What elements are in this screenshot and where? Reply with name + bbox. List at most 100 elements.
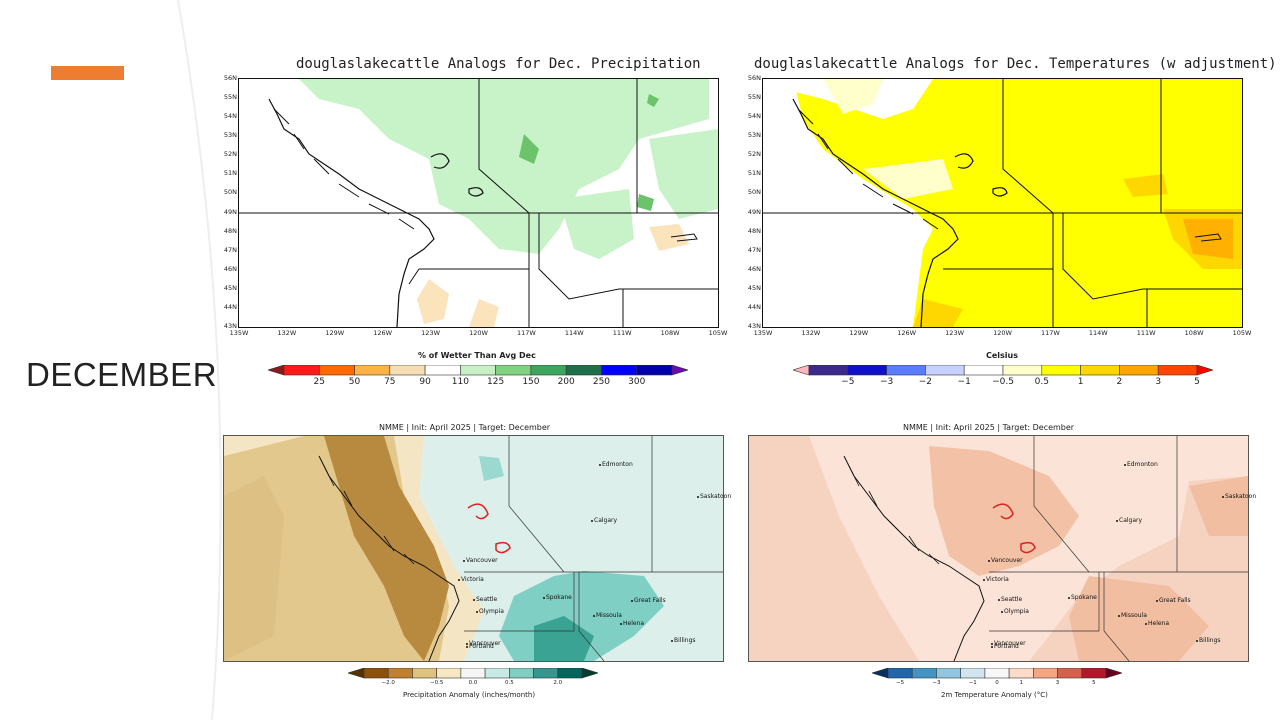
analog-temp-lon-label: 114W <box>1088 329 1108 337</box>
analog-temp-lat-label: 50N <box>747 188 761 197</box>
analog-temp-lat-label: 47N <box>747 245 761 254</box>
analog-precip-cb-tick: 25 <box>313 377 325 387</box>
nmme-precip-cb-tick: 2.0 <box>553 680 563 686</box>
analog-precip-cb-tick: 125 <box>487 377 505 387</box>
analog-precip-cb-swatch <box>354 365 391 376</box>
analog-precip-cb-swatch <box>495 365 532 376</box>
analog-precip-colorbar <box>268 365 688 376</box>
analog-temp-lat-label: 45N <box>747 283 761 292</box>
analog-precip-lat-label: 44N <box>223 302 237 311</box>
analog-precip-cb-swatch <box>283 365 320 376</box>
analog-precip-cb-swatch <box>389 365 426 376</box>
nmme-precip-cb-swatch <box>460 668 486 679</box>
nmme-temp-city-label: Portland <box>991 643 1019 650</box>
analog-precip-lon-label: 108W <box>660 329 680 337</box>
nmme-precip-city-label: Edmonton <box>599 461 633 468</box>
analog-temp-colorbar <box>793 365 1213 376</box>
nmme-temp-city-label: Calgary <box>1116 517 1142 524</box>
nmme-precip-city-label: Saskatoon <box>697 493 731 500</box>
analog-precip-lon-label: 120W <box>469 329 488 337</box>
analog-temp-cb-swatch <box>1119 365 1159 376</box>
analog-temp-cb-tick: 1 <box>1077 377 1084 387</box>
analog-temp-lon-label: 120W <box>993 329 1012 337</box>
analog-temp-cb-tick: 0.5 <box>1034 377 1049 387</box>
analog-temp-cb-swatch <box>1157 365 1198 376</box>
analog-precip-cb-high-end <box>671 365 688 376</box>
nmme-temp-city-label: Helena <box>1145 620 1169 627</box>
analog-temp-lon-label: 129W <box>849 329 869 337</box>
nmme-temp-city-label: Missoula <box>1118 612 1147 619</box>
analog-precip-lat-label: 54N <box>223 112 237 121</box>
analog-temp-cb-swatch <box>1041 365 1081 376</box>
analog-precip-lon-label: 126W <box>373 329 393 337</box>
nmme-temp-cb-swatch <box>887 668 913 679</box>
analog-temp-lat-label: 48N <box>747 226 761 235</box>
analog-precip-lat-label: 51N <box>223 169 237 178</box>
nmme-temp-colorbar <box>872 668 1122 679</box>
analog-temp-cb-tick: 5 <box>1194 377 1200 387</box>
nmme-precip-city-label: Spokane <box>543 594 572 601</box>
analog-temp-cb-low-end <box>793 365 810 376</box>
analog-precip-cb-swatch <box>460 365 496 376</box>
analog-precip-lat-label: 47N <box>223 245 237 254</box>
nmme-precip-city-label: Great Falls <box>631 597 666 604</box>
nmme-temp-city-label: Saskatoon <box>1222 493 1256 500</box>
analog-precip-lon-label: 114W <box>564 329 584 337</box>
nmme-precip-title: NMME | Init: April 2025 | Target: Decemb… <box>379 423 551 432</box>
month-label: DECEMBER <box>26 356 218 393</box>
nmme-temp-cb-tick: −1 <box>968 680 977 686</box>
analog-precip-cb-tick: 75 <box>384 377 396 387</box>
analog-temp-lon-label: 111W <box>1136 329 1156 337</box>
analog-precip-cb-tick: 50 <box>348 377 361 387</box>
analog-precip-map <box>238 78 719 328</box>
analog-temp-lon-label: 117W <box>1040 329 1060 337</box>
analog-temp-cb-swatch <box>925 365 965 376</box>
nmme-temp-cb-tick: 1 <box>1019 680 1023 686</box>
analog-temp-lon-label: 132W <box>801 329 821 337</box>
analog-precip-cb-tick: 110 <box>451 377 469 387</box>
nmme-precip-cb-swatch <box>533 668 559 679</box>
nmme-precip-cb-tick: 0.0 <box>468 680 478 686</box>
analog-precip-lon-label: 129W <box>325 329 345 337</box>
nmme-precip-city-label: Missoula <box>593 612 622 619</box>
analog-temp-lon-label: 135W <box>753 329 773 337</box>
nmme-precip-city-label: Billings <box>671 637 696 644</box>
analog-precip-map-svg <box>239 79 718 327</box>
analog-precip-lon-label: 135W <box>229 329 249 337</box>
analog-precip-lon-label: 132W <box>277 329 297 337</box>
nmme-temp-city-label: Victoria <box>983 576 1009 583</box>
nmme-temp-title: NMME | Init: April 2025 | Target: Decemb… <box>903 423 1075 432</box>
nmme-precip-cb-swatch <box>387 668 413 679</box>
nmme-precip-cb-tick: 0.5 <box>504 680 514 686</box>
nmme-temp-cb-swatch <box>960 668 986 679</box>
analog-temp-lat-label: 53N <box>747 131 761 140</box>
nmme-temp-city-label: Edmonton <box>1124 461 1158 468</box>
nmme-precip-colorbar <box>348 668 598 679</box>
analog-precip-title: douglaslakecattle Analogs for Dec. Preci… <box>296 56 701 72</box>
analog-temp-lat-label: 44N <box>747 302 761 311</box>
nmme-precip-cb-swatch <box>509 668 534 679</box>
analog-precip-cb-swatch <box>565 365 602 376</box>
nmme-precip-cb-title: Precipitation Anomaly (inches/month) <box>403 691 536 699</box>
nmme-precip-city-label: Victoria <box>458 576 484 583</box>
analog-temp-lon-label: 126W <box>897 329 917 337</box>
analog-precip-lat-label: 45N <box>223 283 237 292</box>
analog-temp-lat-label: 46N <box>747 264 761 273</box>
analog-temp-cb-high-end <box>1196 365 1213 376</box>
analog-temp-cb-tick: −0.5 <box>992 377 1014 387</box>
analog-precip-lon-label: 117W <box>516 329 536 337</box>
analog-temp-cb-swatch <box>808 365 849 376</box>
analog-temp-lat-label: 54N <box>747 112 761 121</box>
analog-precip-lon-label: 111W <box>612 329 632 337</box>
analog-temp-cb-title: Celsius <box>986 351 1018 360</box>
analog-temp-lat-label: 55N <box>747 93 761 102</box>
analog-temp-cb-swatch <box>963 365 1004 376</box>
analog-temp-cb-tick: −3 <box>879 377 894 387</box>
analog-temp-lat-label: 43N <box>747 322 761 330</box>
nmme-precip-cb-swatch <box>363 668 389 679</box>
nmme-precip-cb-swatch <box>412 668 437 679</box>
analog-precip-cb-tick: 90 <box>419 377 431 387</box>
analog-precip-lat-label: 56N <box>223 74 237 82</box>
analog-temp-lon-label: 123W <box>945 329 965 337</box>
analog-precip-lat-label: 49N <box>223 207 237 216</box>
